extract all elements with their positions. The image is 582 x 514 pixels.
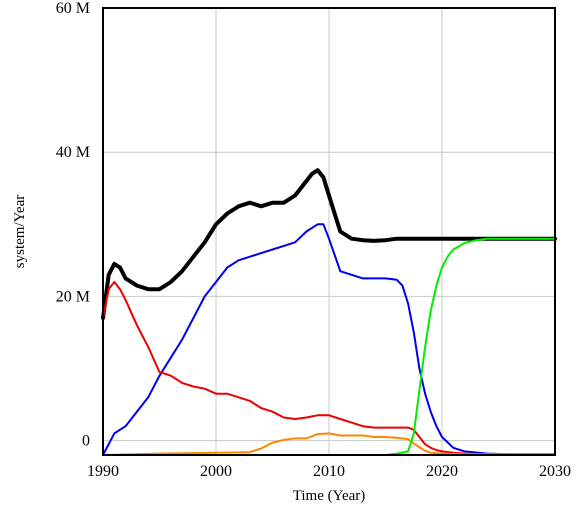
grid-lines	[102, 7, 556, 455]
x-tick-label: 2020	[426, 463, 458, 480]
x-tick-label: 2000	[200, 463, 232, 480]
x-tick-label: 2030	[539, 463, 571, 480]
x-tick-label: 2010	[313, 463, 345, 480]
series-line-2	[102, 223, 556, 456]
y-tick-label: 20 M	[56, 288, 90, 305]
series-line-5	[102, 237, 556, 456]
x-tick-label: 1990	[87, 463, 119, 480]
plot-frame	[102, 7, 556, 456]
y-tick-label: 60 M	[56, 0, 90, 17]
tick-labels: 1990 2000 2010 2020 2030 60 M 40 M 20 M 0	[56, 0, 571, 480]
y-axis-title: system/Year	[12, 195, 28, 268]
x-axis-title: Time (Year)	[293, 488, 366, 504]
y-tick-label: 0	[82, 433, 90, 450]
series-line-3	[102, 281, 556, 456]
series-line-1	[101, 168, 557, 320]
series-line-4	[102, 432, 556, 456]
y-tick-label: 40 M	[56, 144, 90, 161]
series-lines	[101, 168, 557, 456]
